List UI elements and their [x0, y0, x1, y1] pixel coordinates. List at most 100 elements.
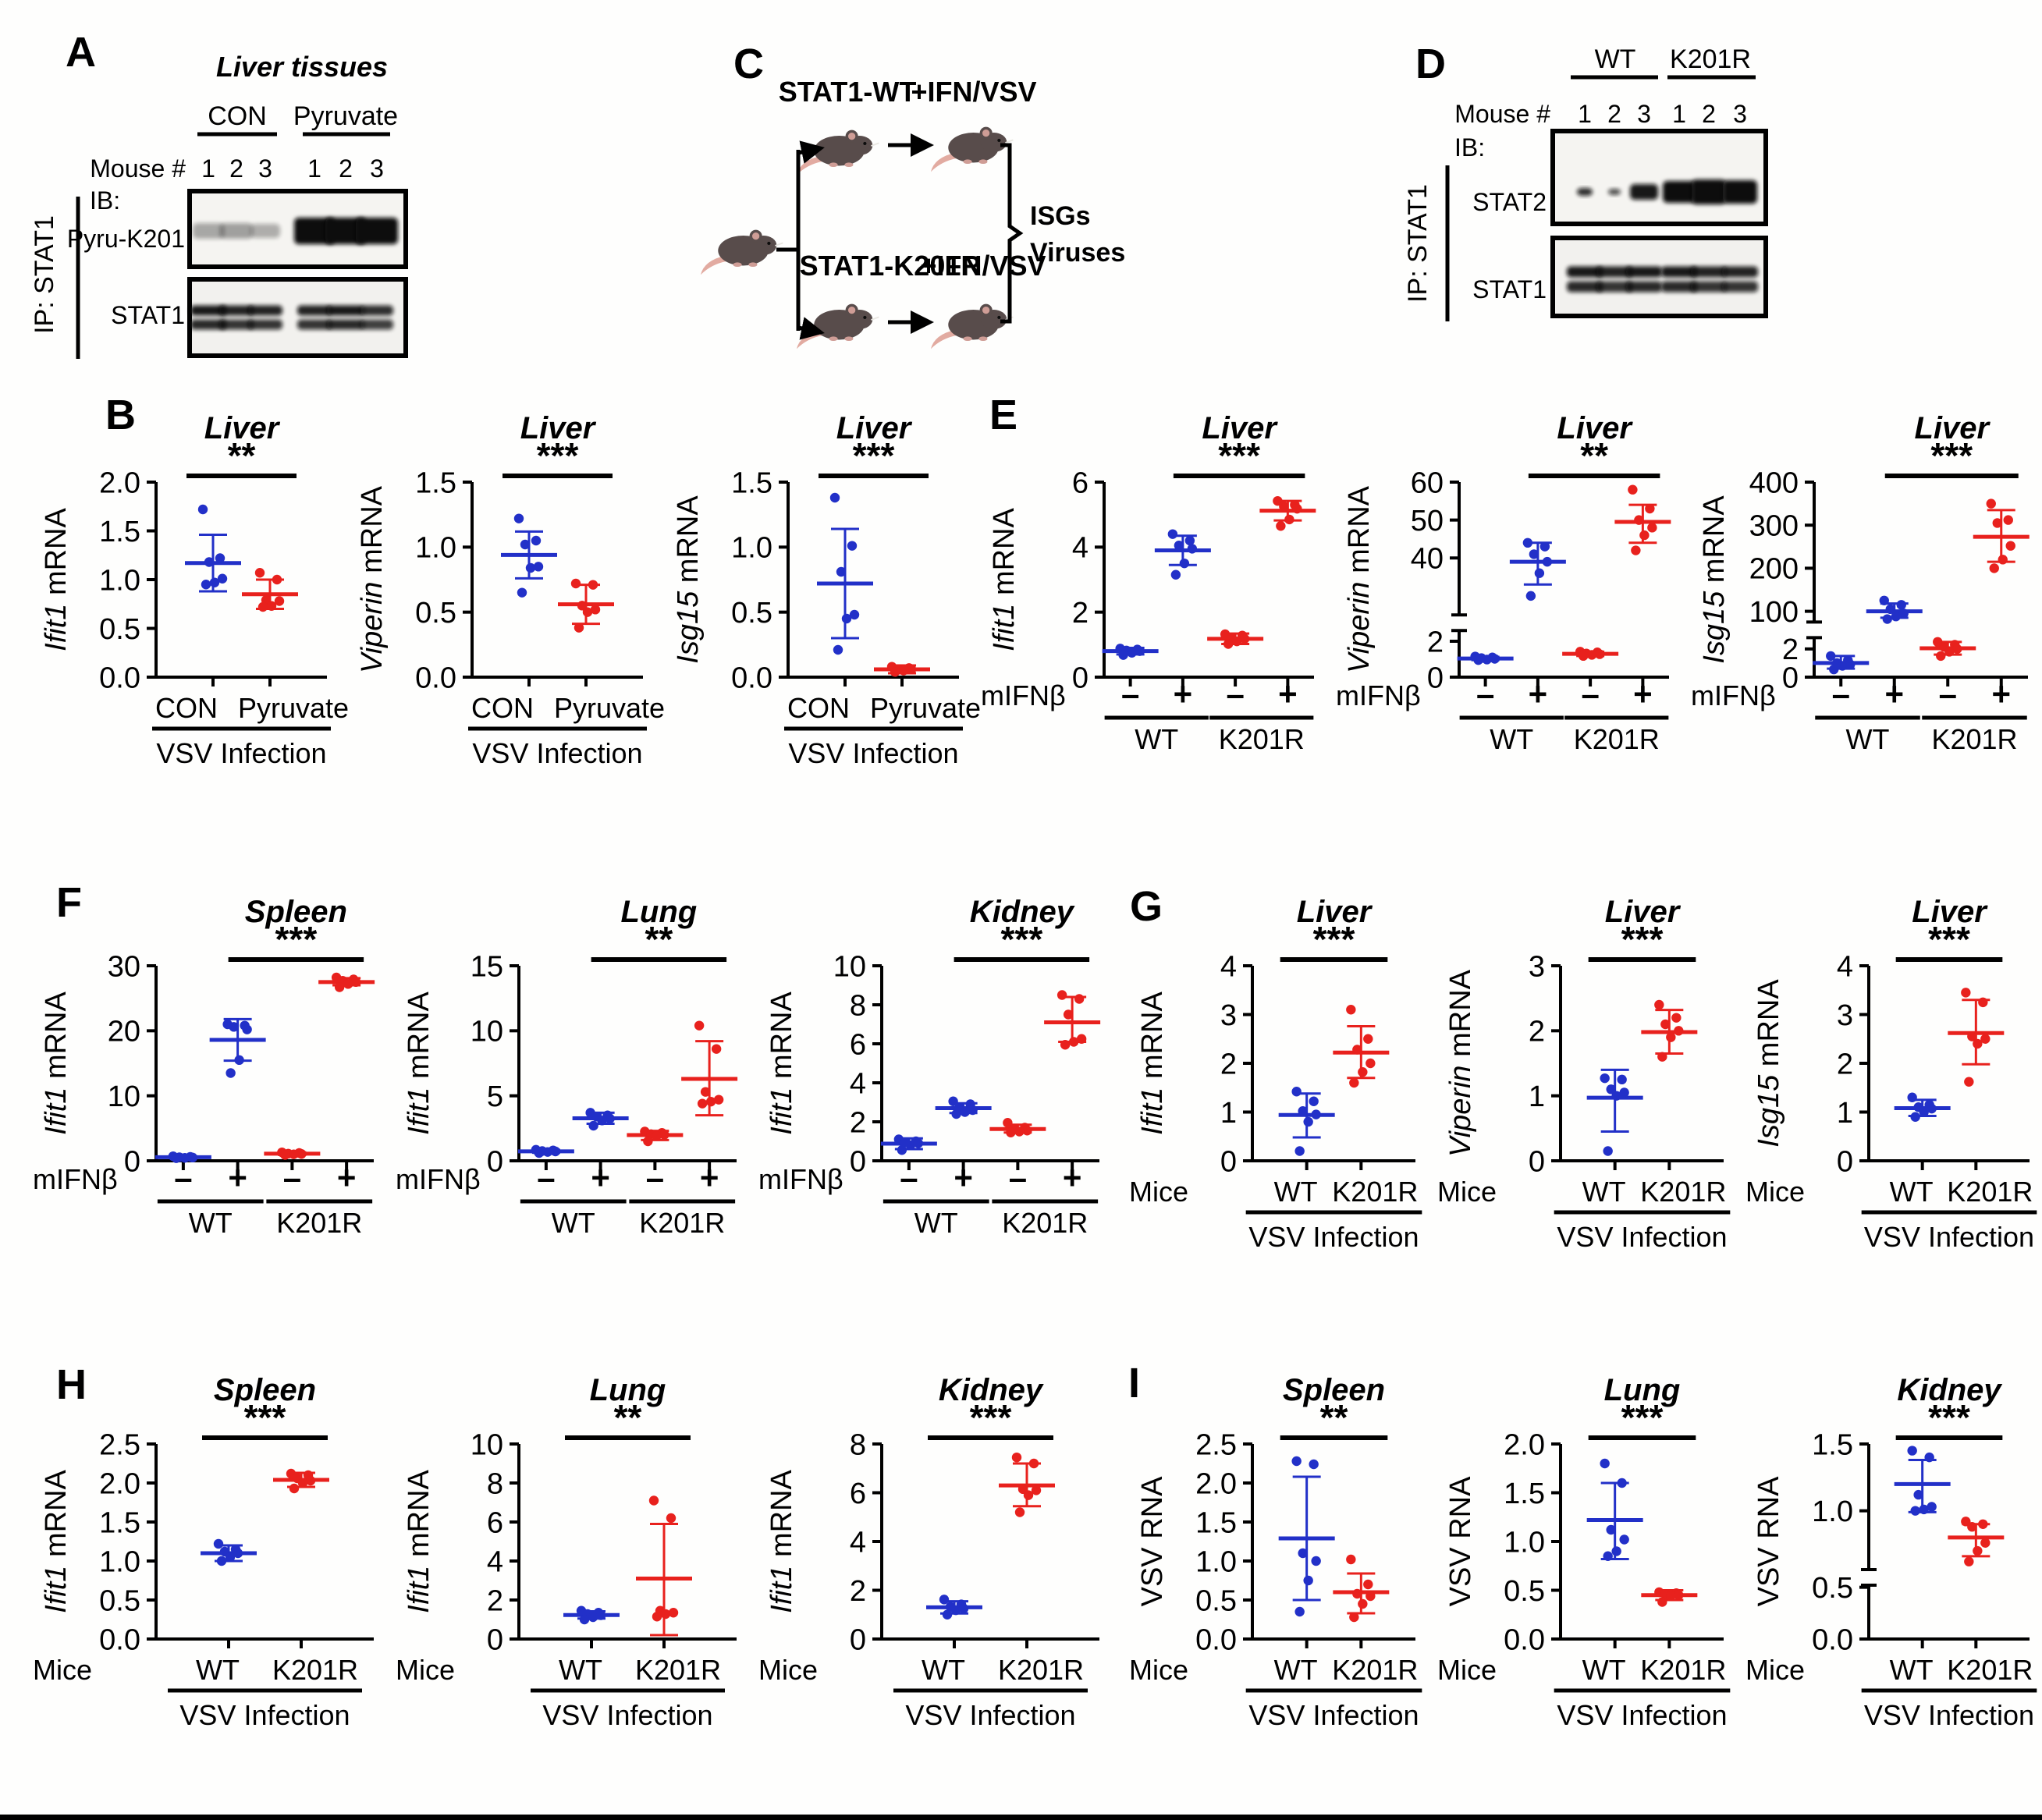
data-point: [659, 1130, 669, 1140]
lane-number: 1: [201, 154, 215, 183]
data-point: [1294, 1606, 1305, 1617]
group-1-red: [1333, 1554, 1390, 1623]
y-axis: 0.0 0.5 1.0 1.5: [731, 467, 790, 694]
x-axis: [788, 676, 959, 686]
y-tick-label: 2: [487, 1584, 503, 1617]
y-tick-label: 4: [1837, 950, 1853, 983]
x-axis: [1252, 1159, 1415, 1170]
x-prefix-label: mIFNβ: [758, 1163, 843, 1195]
x-labels: Mice WT K201R VSV Infection: [1745, 1654, 2037, 1731]
group-3-red: [1259, 495, 1316, 531]
data-point: [1170, 569, 1181, 580]
data-point: [652, 1131, 662, 1141]
pair-label: K201R: [276, 1207, 362, 1239]
y-axis: 0 2 4 6 8 10: [833, 950, 883, 1178]
data-point: [1003, 1118, 1013, 1128]
pair-label: K201R: [1002, 1207, 1088, 1239]
data-point: [343, 979, 353, 989]
data-point: [217, 573, 228, 584]
x-prefix-label: Mice: [1745, 1176, 1805, 1208]
data-point: [1891, 612, 1901, 622]
group-2-red: [1207, 629, 1264, 649]
y-tick-label: 2.0: [99, 467, 140, 499]
panel-label-f: F: [56, 879, 82, 926]
blot-box: [1550, 129, 1768, 226]
data-point: [951, 1109, 961, 1119]
y-tick-label: 8: [850, 989, 866, 1022]
data-point: [1534, 568, 1545, 578]
chart-spleen-ifit1-ifnb: Spleen *** 0 10 20 30 Ifit1 mRNA mIFNβ – + – + WT K20…: [31, 864, 386, 1332]
mouse-icon: [700, 229, 783, 275]
data-point: [1060, 1040, 1071, 1050]
pair-label: WT: [552, 1207, 595, 1239]
chart-title: Liver: [1914, 411, 1991, 445]
y-tick-label: 1.0: [731, 532, 772, 565]
y-tick-label: 6: [850, 1478, 866, 1510]
data-point: [1365, 1591, 1376, 1602]
sign-label: +: [700, 1159, 719, 1196]
y-tick-label: 2.0: [1504, 1428, 1545, 1461]
x-prefix-label: Mice: [33, 1654, 92, 1686]
data-point: [297, 1478, 308, 1488]
y-axis-label: Ifit1 mRNA: [403, 992, 435, 1135]
group-1-blue: [1866, 595, 1923, 624]
chart-title: Liver: [1297, 895, 1373, 929]
data-point: [968, 1105, 978, 1116]
data-point: [1967, 1521, 1977, 1532]
mouse-icon: [796, 303, 879, 349]
data-point: [334, 982, 345, 992]
data-point: [1606, 1084, 1616, 1094]
data-point: [2003, 515, 2013, 525]
x-bottom-label: VSV Infection: [1557, 1699, 1727, 1731]
panel-a-title: Liver tissues: [216, 51, 388, 83]
x-labels: CON Pyruvate VSV Infection: [784, 692, 981, 769]
data-point: [1978, 1519, 1988, 1529]
y-tick-label: 0.0: [99, 1623, 140, 1656]
x-labels: mIFNβ – + – +WT K201R: [1691, 676, 2027, 755]
data-point: [1980, 1538, 1991, 1548]
sign-label: +: [228, 1159, 247, 1196]
y-tick-label: 1.0: [99, 1545, 140, 1578]
data-point: [234, 1055, 244, 1066]
x-group-label: K201R: [1640, 1654, 1726, 1686]
group-0-blue: [185, 504, 241, 593]
data-point: [520, 539, 531, 550]
blot-box: [187, 277, 408, 358]
data-point: [1076, 1034, 1087, 1044]
chart-kidney-ifit1-vsv: Kidney *** 0 2 4 6 8 Ifit1 mRNA Mice WT K201R VSV I…: [757, 1343, 1112, 1811]
y-tick-label: 10: [833, 950, 866, 983]
chart-svg-i3: Kidney*** 0.0 0.5 1.0 1.5 VSV RNA Mice WT K201R V…: [1745, 1373, 2037, 1731]
data-point: [1022, 1126, 1032, 1136]
x-bottom-label: VSV Infection: [156, 737, 326, 769]
sign-label: –: [900, 1159, 918, 1196]
significance-stars: **: [645, 919, 673, 960]
x-bottom-label: VSV Infection: [1557, 1221, 1727, 1253]
chart-title: Kidney: [939, 1373, 1044, 1407]
y-tick-label: 6: [850, 1028, 866, 1061]
data-point: [1603, 1146, 1613, 1156]
group-2-red: [627, 1126, 684, 1147]
data-point: [1346, 1554, 1356, 1565]
data-point: [1239, 633, 1250, 644]
sign-label: +: [1278, 676, 1298, 712]
data-point: [1303, 1116, 1313, 1127]
x-group-label: WT: [1890, 1176, 1934, 1208]
data-point: [289, 1149, 299, 1159]
x-labels: Mice WT K201R VSV Infection: [396, 1654, 725, 1731]
data-point: [660, 1609, 671, 1620]
blot-bands-STAT1: [190, 305, 393, 330]
data-point: [1919, 1107, 1929, 1117]
data-point: [305, 1475, 316, 1486]
y-axis: 0 2 40 50 60: [1411, 467, 1467, 694]
lane-number: 2: [229, 154, 243, 183]
y-tick-label: 0: [487, 1145, 503, 1178]
group-3-red: [681, 1020, 738, 1117]
data-point: [1936, 651, 1946, 662]
group-label-con: CON: [208, 101, 267, 131]
data-point: [1961, 988, 1971, 998]
panel-label-g: G: [1130, 883, 1163, 930]
data-point: [1674, 1026, 1684, 1036]
chart-liver-ifit1-vsv: Liver *** 0 1 2 3 4 Ifit1 mRNA Mice WT K201R VSV In…: [1128, 864, 1428, 1332]
